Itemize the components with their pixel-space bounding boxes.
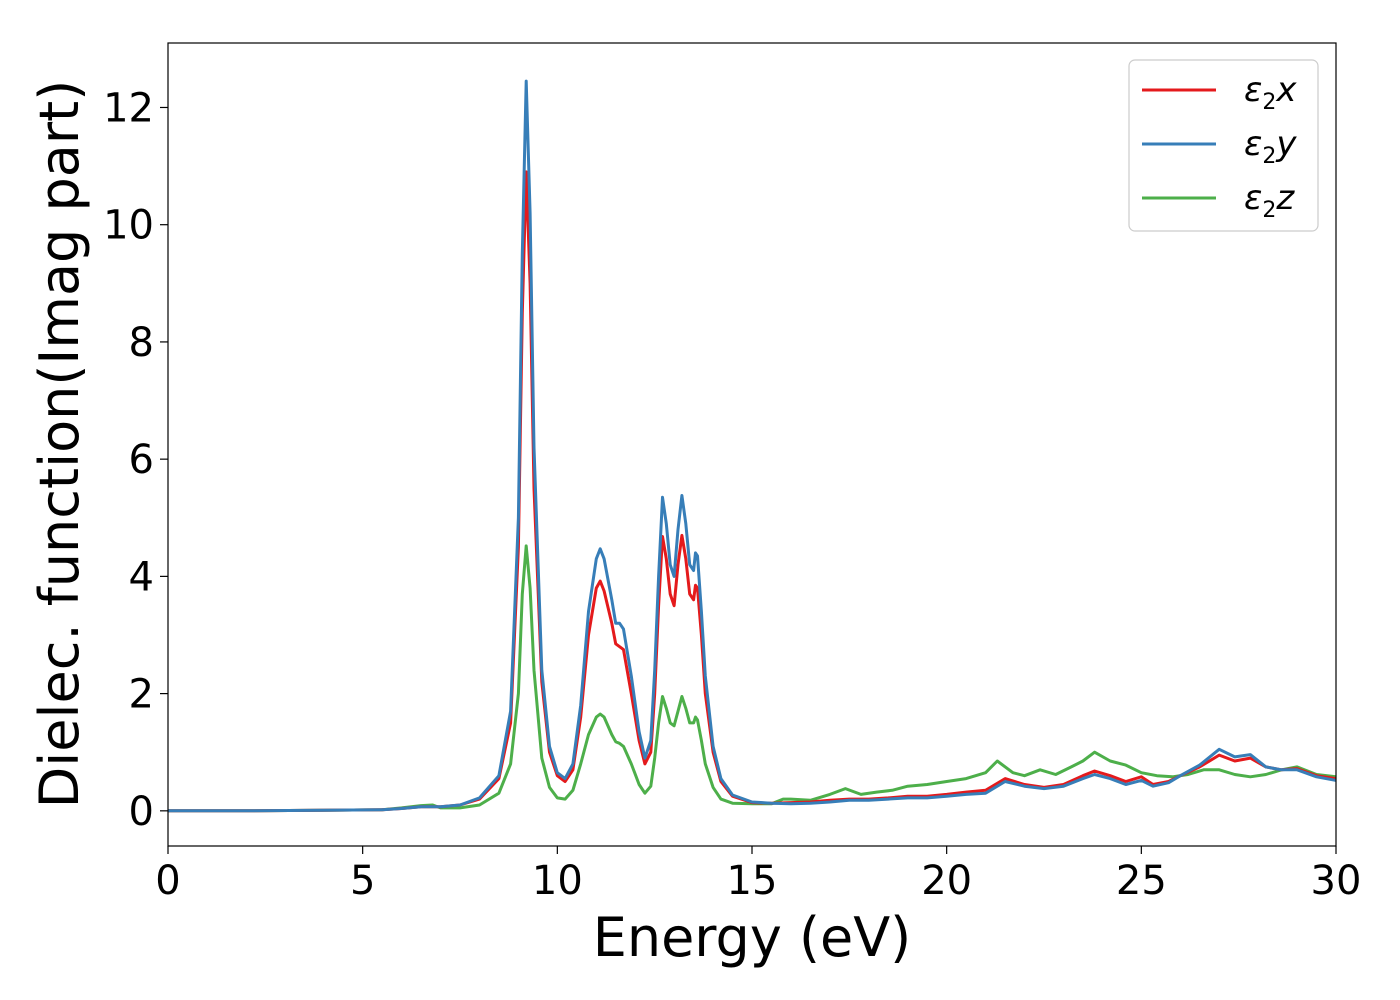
y-axis-label: Dielec. function(Imag part) [28, 80, 91, 809]
legend-label-x: ε2x [1244, 70, 1297, 115]
x-tick-label: 30 [1311, 858, 1362, 904]
x-tick-label: 15 [727, 858, 778, 904]
x-tick-label: 20 [921, 858, 972, 904]
y-tick-label: 0 [129, 789, 154, 835]
x-tick-label: 10 [532, 858, 583, 904]
x-axis-ticks: 0 5 10 15 20 25 30 [155, 846, 1361, 904]
y-tick-label: 10 [103, 203, 154, 249]
series-line-x [168, 170, 1336, 813]
legend: ε2x ε2y ε2z [1128, 59, 1319, 232]
y-axis-ticks: 0 2 4 6 8 10 12 [103, 85, 168, 835]
y-tick-label: 6 [129, 437, 154, 483]
legend-label-y: ε2y [1244, 124, 1297, 169]
plot-lines [168, 79, 1336, 813]
series-line-z [168, 544, 1336, 813]
y-tick-label: 2 [129, 672, 154, 718]
y-tick-label: 8 [129, 320, 154, 366]
y-tick-label: 4 [129, 554, 154, 600]
x-tick-label: 0 [155, 858, 180, 904]
x-axis-label: Energy (eV) [593, 906, 912, 969]
x-tick-label: 25 [1116, 858, 1167, 904]
y-tick-label: 12 [103, 85, 154, 131]
legend-box [1128, 59, 1319, 232]
legend-label-z: ε2z [1244, 178, 1295, 223]
series-line-y [168, 79, 1336, 813]
x-tick-label: 5 [350, 858, 375, 904]
